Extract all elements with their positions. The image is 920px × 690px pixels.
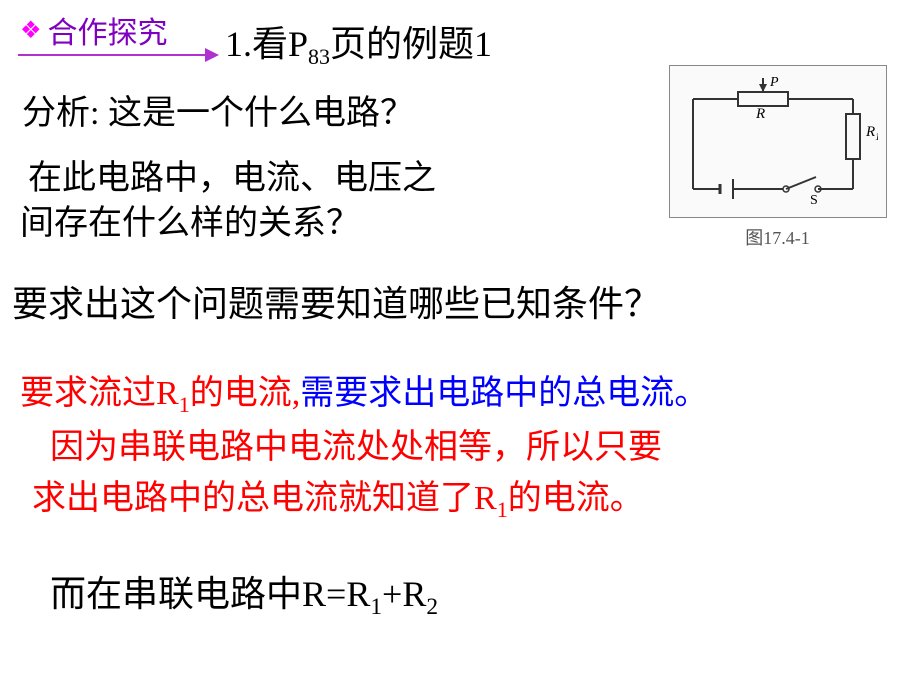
question-3: 要求出这个问题需要知道哪些已知条件？ bbox=[12, 275, 660, 327]
answer-2a: 因为串联电路中电流处处相等，所以只要 bbox=[50, 425, 662, 471]
bullet-diamond-icon: ❖ bbox=[20, 16, 42, 45]
main-title: 1.看P83页的例题1 bbox=[225, 15, 492, 70]
answer-1: 要求流过R1的电流,需要求出电路中的总电流。 bbox=[20, 365, 708, 418]
answer-3: 而在串联电路中R=R1+R2 bbox=[50, 565, 438, 621]
circuit-diagram: P R R1 S bbox=[669, 65, 887, 218]
label-S: S bbox=[810, 193, 818, 204]
section-title: 合作探究 bbox=[48, 8, 168, 52]
answer-1-blue: 需要求出电路中的总电流。 bbox=[300, 375, 708, 412]
circuit-figure: P R R1 S 图17.4-1 bbox=[665, 65, 890, 250]
answer-1-red: 要求流过R1的电流, bbox=[20, 375, 300, 412]
arrow-line bbox=[18, 54, 208, 56]
title-suffix: 页的例题1 bbox=[330, 24, 492, 64]
answer-2b: 求出电路中的总电流就知道了R1的电流。 bbox=[32, 470, 644, 523]
label-R1: R1 bbox=[865, 124, 878, 143]
question-2a: 在此电路中，电流、电压之 bbox=[28, 150, 436, 199]
question-1: 分析: 这是一个什么电路？ bbox=[22, 85, 414, 134]
label-R: R bbox=[755, 106, 765, 122]
circuit-svg: P R R1 S bbox=[678, 74, 878, 204]
question-2b: 间存在什么样的关系？ bbox=[20, 195, 360, 244]
title-prefix: 1.看P bbox=[225, 24, 308, 64]
circuit-caption: 图17.4-1 bbox=[665, 224, 890, 250]
arrow-head-icon bbox=[205, 48, 219, 62]
label-P: P bbox=[769, 75, 779, 90]
title-sub: 83 bbox=[308, 44, 330, 69]
